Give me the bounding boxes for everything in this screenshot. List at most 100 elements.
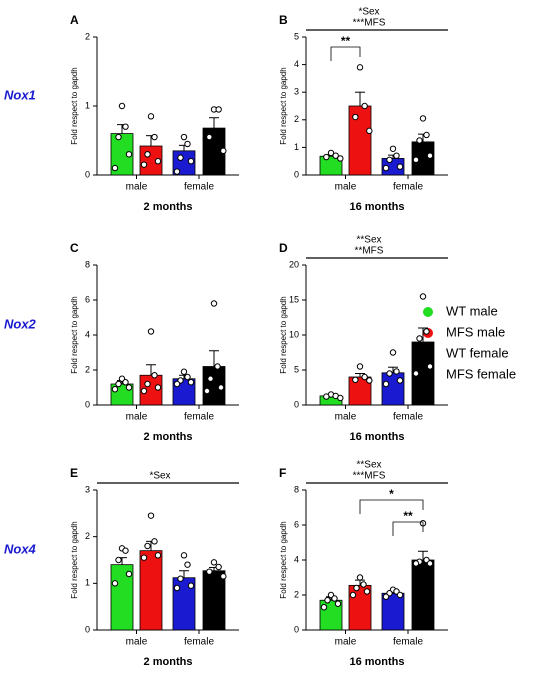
- significance-label: *: [389, 487, 394, 501]
- x-tick-label: female: [184, 182, 214, 193]
- data-point: [147, 113, 155, 120]
- data-point: [423, 328, 430, 335]
- error-bar: [388, 366, 398, 373]
- data-point: [416, 335, 423, 342]
- data-point: [356, 574, 364, 581]
- data-point: [396, 163, 404, 170]
- data-point: [147, 328, 155, 335]
- y-axis-label: Fold respect to gapdh: [70, 521, 79, 598]
- x-tick-label: female: [184, 637, 214, 648]
- y-tick-label: 0: [85, 169, 90, 179]
- data-point: [356, 363, 364, 370]
- y-tick-label: 8: [85, 259, 90, 269]
- y-tick-label: 6: [294, 519, 299, 529]
- x-tick-label: female: [393, 182, 423, 193]
- y-tick-label: 5: [294, 364, 299, 374]
- y-tick-label: 15: [289, 294, 299, 304]
- data-point: [173, 584, 181, 592]
- data-point: [122, 123, 129, 130]
- y-tick-label: 0: [294, 169, 299, 179]
- error-bar: [418, 327, 428, 342]
- x-tick-label: female: [393, 637, 423, 648]
- data-point: [151, 372, 158, 379]
- data-point: [320, 604, 328, 611]
- data-point: [389, 349, 397, 356]
- data-point: [151, 133, 158, 141]
- data-point: [327, 149, 335, 157]
- error-bar: [355, 91, 365, 106]
- y-tick-label: 1: [294, 142, 299, 152]
- annotation: **MFS: [355, 246, 384, 257]
- data-point: [125, 151, 133, 158]
- annotation: *Sex: [358, 7, 379, 18]
- y-tick-label: 0: [294, 399, 299, 409]
- data-point: [187, 582, 195, 589]
- data-point: [352, 113, 359, 121]
- data-point: [177, 575, 184, 582]
- error-bar: [418, 550, 428, 560]
- data-point: [122, 379, 129, 386]
- data-point: [144, 151, 151, 158]
- y-tick-label: 2: [85, 364, 90, 374]
- x-tick-label: male: [126, 637, 148, 648]
- error-bar: [209, 117, 219, 129]
- data-point: [184, 373, 191, 381]
- data-point: [324, 597, 331, 604]
- data-point: [356, 64, 364, 71]
- significance-label: **: [341, 34, 351, 48]
- data-point: [382, 164, 390, 172]
- data-point: [416, 137, 423, 144]
- data-point: [215, 106, 222, 113]
- data-point: [386, 370, 393, 377]
- significance-bracket: [359, 499, 424, 514]
- panel-letter: D: [279, 241, 288, 255]
- data-point: [423, 131, 430, 139]
- y-tick-label: 0: [294, 624, 299, 634]
- x-tick-label: female: [184, 412, 214, 423]
- annotation: **Sex: [356, 460, 381, 471]
- annotation: ***MFS: [353, 471, 386, 482]
- x-axis-label: 16 months: [349, 201, 404, 213]
- x-tick-label: male: [335, 412, 357, 423]
- x-axis-label: 16 months: [349, 656, 404, 668]
- legend-label: MFS female: [446, 366, 516, 381]
- data-point: [363, 588, 371, 595]
- data-point: [323, 393, 330, 400]
- data-point: [353, 584, 360, 592]
- y-tick-label: 2: [294, 114, 299, 124]
- x-tick-label: male: [335, 637, 357, 648]
- panel-letter: E: [70, 466, 78, 480]
- data-point: [393, 152, 400, 159]
- data-point: [393, 368, 400, 375]
- y-axis-label: Fold respect to gapdh: [70, 67, 79, 144]
- data-point: [154, 384, 162, 391]
- y-tick-label: 3: [85, 484, 90, 494]
- y-axis-label: Fold respect to gapdh: [279, 521, 288, 598]
- error-bar: [146, 364, 156, 376]
- data-point: [396, 591, 404, 599]
- bar: [139, 550, 163, 631]
- row-label: Nox4: [4, 541, 37, 556]
- x-axis-label: 16 months: [349, 431, 404, 443]
- y-axis-label: Fold respect to gapdh: [70, 296, 79, 373]
- data-point: [419, 293, 427, 300]
- y-tick-label: 4: [85, 329, 90, 339]
- y-tick-label: 2: [85, 531, 90, 541]
- data-point: [140, 161, 148, 168]
- data-point: [111, 580, 119, 587]
- significance-label: **: [403, 509, 413, 523]
- significance-bracket: [392, 521, 424, 536]
- legend-label: WT female: [446, 345, 509, 360]
- data-point: [360, 581, 367, 588]
- data-point: [419, 115, 427, 122]
- data-point: [412, 560, 420, 567]
- x-axis-label: 2 months: [144, 656, 193, 668]
- y-tick-label: 1: [85, 578, 90, 588]
- data-point: [203, 387, 211, 395]
- data-point: [206, 133, 213, 141]
- y-tick-label: 4: [294, 554, 299, 564]
- significance-bracket: [330, 46, 361, 61]
- y-tick-label: 3: [294, 87, 299, 97]
- data-point: [382, 380, 390, 388]
